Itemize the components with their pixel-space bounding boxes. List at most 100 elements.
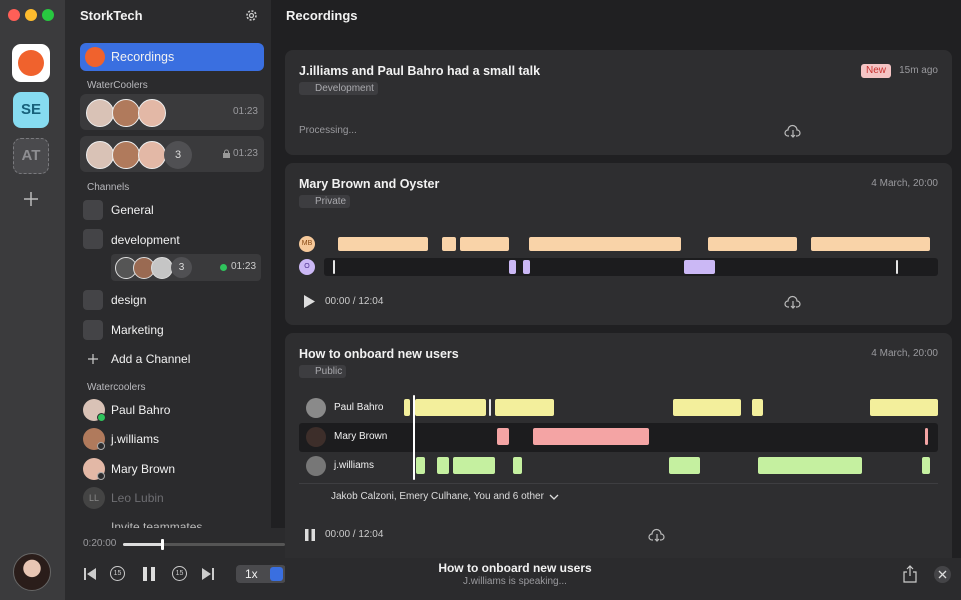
speaker-segment	[460, 237, 509, 251]
participants[interactable]: Jakob Calzoni, Emery Culhane, You and 6 …	[331, 491, 544, 502]
person-name[interactable]: j.williams	[111, 432, 159, 446]
speaker-segment	[752, 399, 763, 416]
workspace-title: StorkTech	[80, 8, 143, 23]
recording-card[interactable]: How to onboard new users Public 4 March,…	[285, 333, 952, 558]
audio-player: 0:20:00 15 15 1x	[65, 528, 286, 600]
playback-rate[interactable]: 1x	[236, 565, 286, 583]
add-workspace[interactable]	[24, 192, 38, 206]
channel-call[interactable]: 3 01:23	[111, 254, 261, 281]
channel-icon	[83, 320, 103, 340]
avatar	[306, 427, 326, 447]
download-icon[interactable]	[784, 295, 801, 309]
pause-button[interactable]	[143, 567, 155, 581]
nav-recordings[interactable]: Recordings	[80, 43, 264, 71]
speaker-segment	[489, 399, 491, 416]
workspace-at[interactable]: AT	[13, 138, 49, 174]
speaker-segment	[673, 399, 741, 416]
speaker-segment	[533, 428, 649, 445]
recording-time: 15m ago	[899, 65, 938, 76]
playback-position: 00:00 / 12:04	[325, 529, 384, 540]
recording-time: 4 March, 20:00	[871, 178, 938, 189]
speaker-segment	[404, 399, 410, 416]
progress-track[interactable]	[123, 543, 285, 546]
speaker-segment	[415, 399, 486, 416]
next-button[interactable]	[202, 568, 214, 580]
participant-count: 3	[171, 257, 192, 278]
settings-icon[interactable]	[245, 9, 258, 22]
avatar	[112, 99, 140, 127]
add-channel[interactable]: Add a Channel	[111, 352, 191, 366]
recording-card[interactable]: J.illiams and Paul Bahro had a small tal…	[285, 50, 952, 155]
channel-name[interactable]: General	[111, 203, 154, 217]
minimize-window[interactable]	[25, 9, 37, 21]
avatar	[86, 141, 114, 169]
nav-label: Recordings	[111, 50, 175, 64]
share-button[interactable]	[903, 565, 917, 583]
elapsed-time: 0:20:00	[83, 538, 117, 549]
now-playing-status: J.williams is speaking...	[463, 576, 567, 587]
recording-tag: Development	[299, 82, 378, 95]
download-icon[interactable]	[648, 528, 665, 542]
person-name[interactable]: Leo Lubin	[111, 491, 164, 505]
rate-stepper[interactable]	[270, 567, 283, 581]
recording-card[interactable]: Mary Brown and Oyster Private 4 March, 2…	[285, 163, 952, 325]
skip-back-button[interactable]: 15	[110, 566, 125, 581]
skip-forward-button[interactable]: 15	[172, 566, 187, 581]
play-button[interactable]	[304, 295, 315, 308]
expand-caret[interactable]	[549, 494, 559, 500]
workspace-storktech[interactable]	[12, 44, 50, 82]
person-name[interactable]: Paul Bahro	[111, 403, 171, 417]
watercooler-room[interactable]: 01:23	[80, 94, 264, 130]
close-window[interactable]	[8, 9, 20, 21]
workspace-rail: SE AT	[0, 0, 65, 600]
speaker-segment	[925, 428, 928, 445]
section-header: Channels	[87, 182, 130, 193]
speaker-segment	[495, 399, 554, 416]
call-time: 01:23	[232, 148, 258, 159]
speaker-name: Paul Bahro	[334, 402, 384, 413]
workspace-se[interactable]: SE	[13, 92, 49, 128]
channel-icon	[83, 229, 103, 249]
initials-avatar: LL	[83, 487, 105, 509]
now-playing-bar: How to onboard new users J.williams is s…	[285, 558, 961, 600]
recording-title: Mary Brown and Oyster	[299, 177, 440, 191]
channel-name[interactable]: design	[111, 293, 147, 307]
maximize-window[interactable]	[42, 9, 54, 21]
mic-icon	[85, 47, 105, 67]
person-name[interactable]: Mary Brown	[111, 462, 176, 476]
speaker-segment	[442, 237, 456, 251]
speaker-segment	[870, 399, 938, 416]
avatar	[151, 257, 173, 279]
playback-position: 00:00 / 12:04	[325, 296, 384, 307]
speaker-segment	[413, 395, 415, 480]
online-dot	[97, 413, 106, 422]
lock-icon	[223, 149, 230, 158]
participant-count: 3	[164, 141, 192, 169]
avatar	[138, 141, 166, 169]
speaker-badge: O	[299, 259, 315, 275]
speaker-segment	[513, 457, 522, 474]
speaker-segment	[896, 260, 898, 274]
section-header: WaterCoolers	[87, 80, 148, 91]
channel-name[interactable]: development	[111, 233, 180, 247]
speaker-segment	[437, 457, 449, 474]
close-x	[938, 570, 947, 579]
recording-title: J.illiams and Paul Bahro had a small tal…	[299, 64, 541, 78]
away-dot	[97, 472, 105, 480]
user-avatar[interactable]	[13, 553, 51, 591]
speaker-segment	[758, 457, 862, 474]
pause-button[interactable]	[305, 529, 315, 541]
download-icon[interactable]	[784, 124, 801, 138]
progress-knob[interactable]	[161, 539, 164, 550]
speaker-segment	[811, 237, 930, 251]
speaker-segment	[529, 237, 681, 251]
progress-fill	[123, 543, 163, 546]
previous-button[interactable]	[84, 568, 96, 580]
recording-time: 4 March, 20:00	[871, 348, 938, 359]
channel-name[interactable]: Marketing	[111, 323, 164, 337]
watercooler-room[interactable]: 3 01:23	[80, 136, 264, 172]
workspace-logo	[18, 50, 44, 76]
speaker-name: j.williams	[334, 460, 374, 471]
